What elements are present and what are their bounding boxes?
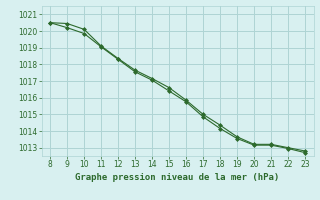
X-axis label: Graphe pression niveau de la mer (hPa): Graphe pression niveau de la mer (hPa) xyxy=(76,173,280,182)
